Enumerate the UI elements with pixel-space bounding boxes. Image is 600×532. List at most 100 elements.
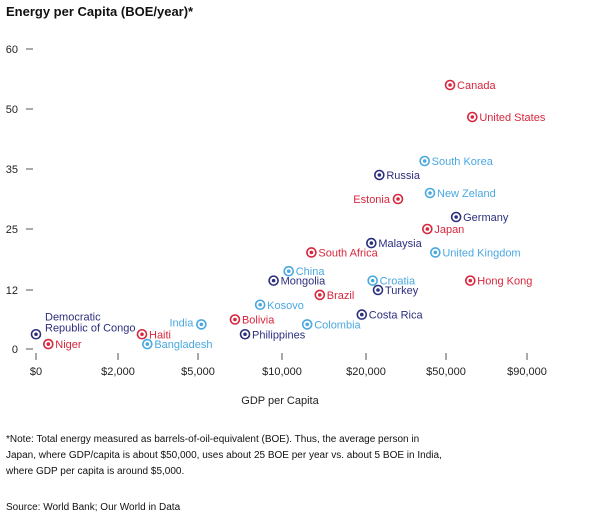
point-label: Japan [434,224,464,236]
point-label: Turkey [385,285,419,297]
point-marker-center [370,278,375,283]
point-marker-center [309,250,314,255]
point-marker-center [243,332,247,337]
point-label: New Zeland [437,188,496,200]
y-tick-label: 35 [6,164,18,176]
data-point: Hong Kong [464,275,532,288]
point-marker-center [360,312,364,317]
point-label: Niger [55,339,82,351]
data-point: Niger [42,338,82,351]
point-label: United Kingdom [442,247,520,259]
point-marker-center [318,293,322,297]
point-marker-center [425,227,430,231]
x-tick-label: $90,000 [507,366,547,378]
point-marker-center [377,173,382,177]
data-point: Malaysia [366,237,423,250]
point-marker-center [34,332,38,337]
point-label: Canada [457,80,496,92]
data-point: Haiti [136,328,171,341]
point-label: South Korea [432,156,494,168]
y-tick-label: 12 [6,285,18,297]
data-point: Japan [422,223,464,236]
point-marker-center [286,269,291,274]
data-point: Costa Rica [356,309,424,322]
data-point: China [283,265,326,278]
data-point: India [170,317,207,330]
data-point: United States [467,111,546,124]
point-label: Kosovo [267,300,304,312]
point-label: Bolivia [242,315,275,327]
point-label: Democratic [45,311,101,323]
x-tick-label: $50,000 [426,366,466,378]
y-tick-label: 60 [6,44,18,56]
data-point: Bangladesh [142,338,212,351]
footnote: *Note: Total energy measured as barrels-… [6,434,442,477]
point-label: South Africa [318,247,378,259]
point-label: United States [479,112,546,124]
x-tick-label: $20,000 [346,366,386,378]
chart-title: Energy per Capita (BOE/year)* [6,4,194,19]
point-marker-center [199,322,204,327]
data-point: Philippines [239,328,306,341]
point-marker-center [428,191,432,195]
point-marker-center [454,215,458,219]
point-marker-center [376,288,380,292]
x-axis: $0 $2,000 $5,000 $10,000 $20,000 $50,000 $90,0… [30,353,547,378]
source-line: Source: World Bank; Our World in Data [6,502,181,513]
data-point: Canada [444,79,496,92]
point-marker-center [46,342,51,346]
point-marker-center [233,317,237,322]
point-label: Philippines [252,329,306,341]
y-tick-label: 0 [12,344,18,356]
data-point: Turkey [372,284,419,297]
point-label: Brazil [327,290,355,302]
point-marker-center [448,83,452,87]
x-tick-label: $5,000 [181,366,215,378]
y-tick-label: 25 [6,224,18,236]
point-marker-center [271,278,276,283]
point-label: Malaysia [378,238,422,250]
data-point: Russia [374,169,421,182]
point-marker-center [140,332,144,337]
point-marker-center [468,278,473,283]
x-tick-label: $0 [30,366,42,378]
point-marker-center [422,159,427,163]
data-point: South Korea [419,155,494,168]
data-point: New Zeland [424,187,496,200]
data-point: Kosovo [254,299,304,312]
x-axis-label: GDP per Capita [241,395,319,407]
data-point: South Africa [306,247,379,259]
data-point: Mongolia [268,275,327,288]
point-label: India [170,317,195,329]
point-label: Republic of Congo [45,322,136,334]
point-label: Colombia [314,319,361,331]
point-label: Costa Rica [369,310,424,322]
point-label: Hong Kong [477,276,532,288]
point-marker-center [258,302,262,307]
point-label: Germany [463,212,509,224]
y-axis: 60 50 35 25 12 0 [6,44,33,356]
point-label: Russia [386,170,421,182]
point-marker-center [433,250,438,255]
point-label: Croatia [380,276,416,288]
point-label: Bangladesh [154,339,212,351]
data-point: Colombia [301,319,362,331]
point-marker-center [305,322,310,327]
data-points: Canada United States South Korea Russia New … [30,79,546,351]
data-point: Croatia [367,275,416,288]
point-marker-center [145,342,150,346]
point-label: Mongolia [281,276,327,288]
scatter-chart: Energy per Capita (BOE/year)* 60 50 35 25 12… [6,4,547,407]
point-marker-center [369,241,374,245]
point-label: China [296,266,326,278]
x-tick-label: $2,000 [101,366,135,378]
data-point: United Kingdom [430,247,521,259]
point-marker-center [396,197,400,201]
point-marker-center [470,115,475,119]
point-label: Estonia [353,194,391,206]
data-point: Bolivia [229,314,275,327]
x-tick-label: $10,000 [262,366,302,378]
y-tick-label: 50 [6,104,18,116]
point-label: Haiti [149,329,171,341]
